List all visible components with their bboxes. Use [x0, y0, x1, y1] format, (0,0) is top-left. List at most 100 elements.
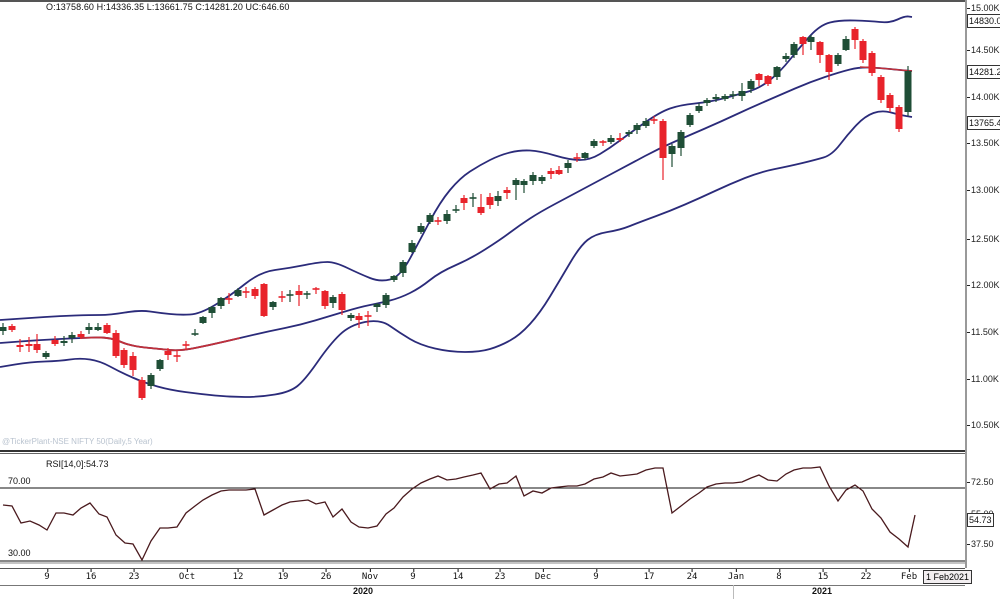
candlestick[interactable]	[650, 116, 658, 124]
candlestick[interactable]	[329, 295, 337, 308]
candlestick[interactable]	[347, 313, 355, 321]
candlestick[interactable]	[0, 323, 7, 335]
candlestick[interactable]	[868, 51, 876, 76]
candlestick[interactable]	[512, 178, 520, 200]
candlestick[interactable]	[503, 187, 511, 199]
price-chart[interactable]	[0, 0, 965, 453]
candlestick[interactable]	[564, 160, 572, 173]
candlestick[interactable]	[773, 66, 781, 80]
candlestick[interactable]	[599, 140, 607, 146]
candlestick[interactable]	[251, 287, 259, 299]
candlestick[interactable]	[408, 240, 416, 253]
candlestick[interactable]	[834, 53, 842, 66]
candlestick[interactable]	[816, 41, 824, 63]
candlestick[interactable]	[799, 36, 807, 55]
candlestick[interactable]	[173, 350, 181, 362]
candlestick[interactable]	[555, 166, 563, 175]
candlestick[interactable]	[217, 297, 225, 309]
candlestick[interactable]	[616, 133, 624, 142]
candlestick[interactable]	[164, 348, 172, 360]
candlestick[interactable]	[807, 35, 815, 50]
candlestick[interactable]	[659, 119, 667, 180]
candlestick[interactable]	[42, 351, 50, 359]
candlestick[interactable]	[494, 191, 502, 206]
candlestick[interactable]	[68, 332, 76, 343]
candlestick[interactable]	[443, 210, 451, 224]
candlestick[interactable]	[904, 66, 912, 116]
candlestick[interactable]	[581, 152, 589, 160]
candlestick[interactable]	[278, 291, 286, 302]
candlestick[interactable]	[633, 123, 641, 134]
candlestick[interactable]	[547, 168, 555, 179]
candlestick[interactable]	[399, 260, 407, 277]
candlestick[interactable]	[77, 331, 85, 339]
candlestick[interactable]	[452, 205, 460, 213]
candlestick[interactable]	[738, 83, 746, 101]
candlestick[interactable]	[712, 94, 720, 102]
candlestick[interactable]	[538, 175, 546, 184]
candlestick[interactable]	[755, 73, 763, 86]
candlestick[interactable]	[703, 98, 711, 106]
candlestick[interactable]	[33, 334, 41, 353]
candlestick[interactable]	[303, 291, 311, 299]
candlestick[interactable]	[782, 53, 790, 62]
candlestick[interactable]	[25, 337, 33, 352]
candlestick[interactable]	[364, 311, 372, 326]
candlestick[interactable]	[486, 193, 494, 209]
candlestick[interactable]	[208, 306, 216, 318]
time-axis[interactable]: 9 16 23 Oct 12 19 26 Nov 9 14 23 Dec 9 17 24 Jan 8 15 22 Fe…	[0, 568, 965, 586]
candlestick[interactable]	[338, 292, 346, 315]
candlestick[interactable]	[721, 94, 729, 101]
candlestick[interactable]	[390, 275, 398, 282]
candlestick[interactable]	[138, 377, 146, 400]
candlestick[interactable]	[417, 223, 425, 234]
candlestick[interactable]	[790, 42, 798, 58]
candlestick[interactable]	[695, 103, 703, 113]
candlestick[interactable]	[191, 329, 199, 336]
candlestick[interactable]	[156, 359, 164, 371]
candlestick[interactable]	[60, 336, 68, 346]
candlestick[interactable]	[382, 293, 390, 308]
candlestick[interactable]	[147, 373, 155, 389]
candlestick[interactable]	[94, 323, 102, 331]
candlestick[interactable]	[590, 139, 598, 148]
candlestick[interactable]	[85, 323, 93, 334]
candlestick[interactable]	[129, 352, 137, 376]
candlestick[interactable]	[120, 348, 128, 368]
candlestick[interactable]	[625, 130, 633, 137]
candlestick[interactable]	[477, 194, 485, 215]
candlestick[interactable]	[460, 195, 468, 210]
candlestick[interactable]	[529, 172, 537, 185]
candlestick[interactable]	[242, 287, 250, 298]
candlestick[interactable]	[686, 113, 694, 127]
candlestick[interactable]	[434, 217, 442, 225]
candlestick[interactable]	[825, 54, 833, 80]
candlestick[interactable]	[199, 316, 207, 324]
candlestick[interactable]	[260, 283, 268, 317]
candlestick[interactable]	[373, 303, 381, 312]
candlestick[interactable]	[642, 118, 650, 128]
candlestick[interactable]	[103, 323, 111, 334]
candlestick[interactable]	[677, 130, 685, 156]
candlestick[interactable]	[764, 75, 772, 86]
candlestick[interactable]	[295, 285, 303, 306]
candlestick[interactable]	[877, 75, 885, 103]
candlestick[interactable]	[286, 290, 294, 302]
candlestick[interactable]	[729, 91, 737, 99]
candlestick[interactable]	[895, 105, 903, 132]
candlestick[interactable]	[312, 287, 320, 294]
candlestick[interactable]	[234, 288, 242, 297]
candlestick[interactable]	[321, 290, 329, 309]
candlestick[interactable]	[747, 79, 755, 93]
candlestick[interactable]	[16, 339, 24, 352]
candlestick[interactable]	[182, 341, 190, 350]
candlestick[interactable]	[469, 193, 477, 207]
candlestick[interactable]	[51, 336, 59, 346]
candlestick[interactable]	[426, 213, 434, 224]
candlestick[interactable]	[851, 27, 859, 49]
candlestick[interactable]	[269, 301, 277, 310]
candlestick[interactable]	[668, 144, 676, 167]
candlestick[interactable]	[573, 153, 581, 162]
candlestick[interactable]	[607, 135, 615, 144]
candlestick[interactable]	[8, 324, 16, 332]
